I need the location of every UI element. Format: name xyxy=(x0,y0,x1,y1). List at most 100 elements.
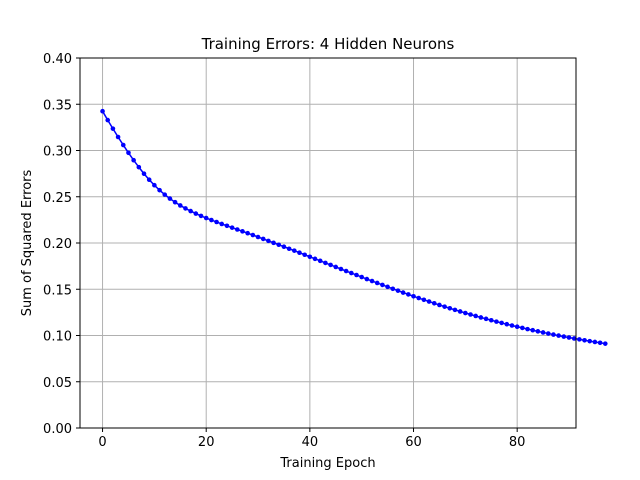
x-axis-label: Training Epoch xyxy=(279,456,375,471)
data-point xyxy=(349,270,354,276)
data-point xyxy=(442,304,447,309)
data-point xyxy=(250,232,256,238)
data-point xyxy=(338,266,344,272)
data-point xyxy=(494,319,499,324)
data-point xyxy=(602,341,608,346)
data-point xyxy=(214,219,219,225)
data-point xyxy=(317,258,323,264)
data-point xyxy=(551,332,556,337)
data-point xyxy=(172,199,178,205)
data-point xyxy=(582,338,587,343)
data-point xyxy=(395,288,401,293)
chart-title: Training Errors: 4 Hidden Neurons xyxy=(201,35,455,53)
data-point xyxy=(535,329,541,334)
data-point xyxy=(577,337,582,342)
data-point xyxy=(374,280,380,286)
data-point xyxy=(463,310,468,316)
data-point xyxy=(100,108,105,114)
data-point xyxy=(260,236,266,242)
y-tick-label: 0.00 xyxy=(43,422,72,437)
data-point xyxy=(561,334,567,339)
series-layer xyxy=(100,108,608,346)
data-point xyxy=(447,306,453,311)
y-tick-label: 0.30 xyxy=(43,145,72,160)
data-point xyxy=(509,323,515,328)
y-tick-label: 0.40 xyxy=(43,52,72,67)
data-point xyxy=(110,126,116,131)
series-line xyxy=(101,110,606,345)
data-point xyxy=(245,230,250,236)
data-point xyxy=(380,282,385,288)
data-point xyxy=(188,208,193,214)
data-point xyxy=(416,295,422,301)
data-point xyxy=(177,203,183,208)
data-point xyxy=(131,157,136,163)
data-point xyxy=(556,333,561,338)
data-point xyxy=(297,250,302,256)
y-tick-label: 0.35 xyxy=(43,98,72,113)
data-point xyxy=(520,325,525,331)
data-point xyxy=(514,324,520,330)
data-point xyxy=(540,330,546,335)
data-point xyxy=(276,242,282,248)
data-point xyxy=(411,293,416,299)
data-point xyxy=(390,286,396,292)
data-point xyxy=(126,150,131,156)
data-point xyxy=(224,223,230,229)
y-tick-label: 0.05 xyxy=(43,376,72,391)
data-point xyxy=(255,234,261,240)
data-point xyxy=(571,336,577,341)
data-point xyxy=(115,134,121,140)
data-point xyxy=(483,316,489,322)
data-point xyxy=(141,171,147,177)
data-point xyxy=(369,278,375,284)
data-point xyxy=(302,252,307,258)
data-point xyxy=(167,196,173,201)
data-point xyxy=(209,217,214,223)
y-tick-label: 0.25 xyxy=(43,191,72,206)
data-point xyxy=(235,227,240,232)
data-point xyxy=(566,335,572,340)
x-tick-label: 80 xyxy=(509,435,526,450)
y-tick-label: 0.20 xyxy=(43,237,72,252)
y-tick-label: 0.15 xyxy=(43,283,72,298)
data-point xyxy=(504,321,510,327)
data-point xyxy=(478,315,484,320)
data-point xyxy=(240,229,245,234)
data-point xyxy=(105,117,111,123)
axis-ticks: 0 20 40 60 80 0.00 0.05 0.10 0.15 0.20 0.25 0.30 0.3… xyxy=(43,52,525,450)
data-point xyxy=(431,301,437,306)
data-point xyxy=(592,339,598,345)
data-point xyxy=(193,211,199,216)
data-point xyxy=(400,290,406,295)
data-point xyxy=(333,264,339,270)
data-point xyxy=(157,187,162,193)
y-axis-label: Sum of Squared Errors xyxy=(20,169,35,316)
data-point xyxy=(457,309,463,314)
data-point xyxy=(183,206,188,211)
data-point xyxy=(488,317,494,323)
data-point xyxy=(473,313,479,319)
data-point xyxy=(468,312,473,317)
data-point xyxy=(328,262,333,268)
data-point xyxy=(525,326,530,332)
data-point xyxy=(354,272,359,278)
data-point xyxy=(359,274,364,280)
data-point xyxy=(530,327,536,333)
data-point xyxy=(198,213,204,219)
data-point xyxy=(219,221,225,227)
data-point xyxy=(162,192,168,197)
data-point xyxy=(437,302,442,308)
data-point xyxy=(545,331,551,336)
data-point xyxy=(281,244,287,249)
data-point xyxy=(452,307,458,313)
grid-lines xyxy=(80,57,576,429)
x-tick-label: 60 xyxy=(405,435,422,450)
data-point xyxy=(307,254,313,260)
data-point xyxy=(286,246,292,252)
data-point xyxy=(426,299,432,304)
x-tick-label: 20 xyxy=(198,435,215,450)
data-point xyxy=(203,215,209,221)
data-point xyxy=(323,260,328,266)
